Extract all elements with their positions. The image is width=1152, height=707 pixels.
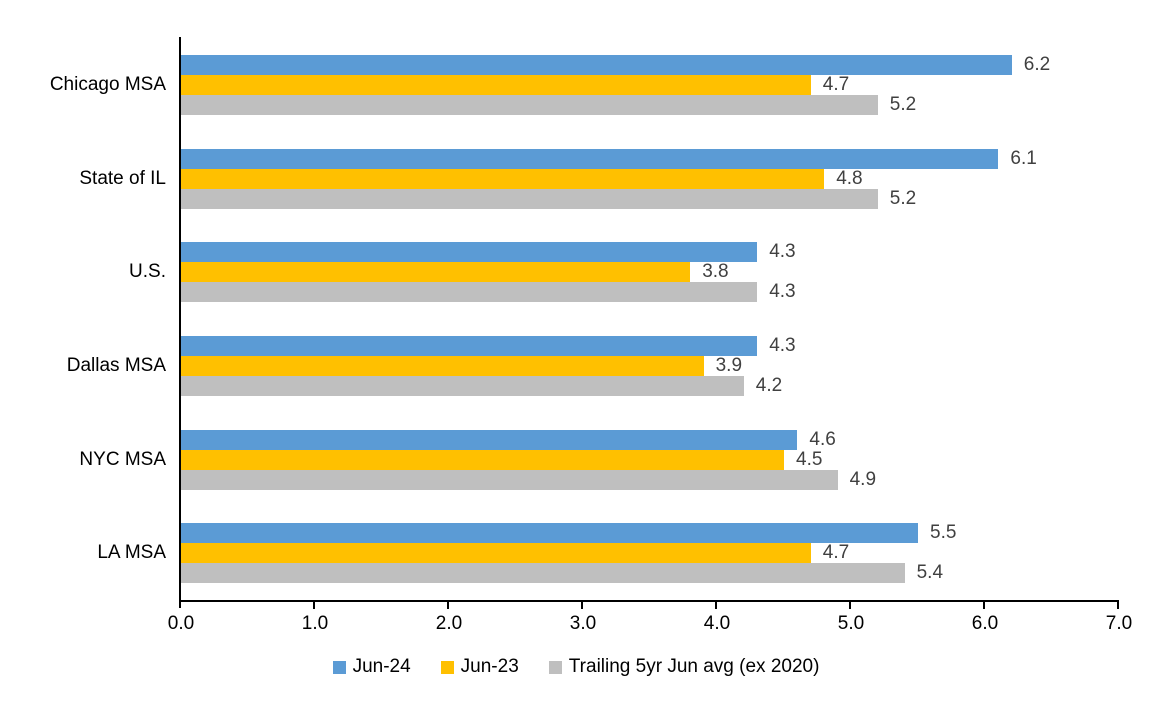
- value-label-jun-23-state-of-il: 4.8: [836, 167, 863, 189]
- category-label-nyc-msa: NYC MSA: [79, 448, 166, 470]
- value-label-trailing-5yr-jun-avg-ex-2020-dallas-msa: 4.2: [755, 374, 783, 396]
- x-axis-line: [179, 600, 1119, 602]
- bar-jun-24-chicago-msa: [181, 54, 1012, 75]
- value-label-jun-24-state-of-il: 6.1: [1010, 147, 1037, 169]
- legend-marker-jun-24: [332, 660, 346, 674]
- x-tick-label-5.0: 5.0: [837, 613, 865, 634]
- category-label-dallas-msa: Dallas MSA: [66, 354, 166, 376]
- bar-trailing-5yr-jun-avg-ex-2020-la-msa: [181, 563, 905, 584]
- x-tick-label-1.0: 1.0: [301, 613, 329, 634]
- value-label-jun-23-la-msa: 4.7: [822, 542, 850, 564]
- x-tick-5.0: [849, 602, 851, 609]
- value-label-jun-23-nyc-msa: 4.5: [796, 448, 823, 470]
- x-tick-label-2.0: 2.0: [435, 613, 463, 634]
- x-tick-4.0: [715, 602, 717, 609]
- value-label-trailing-5yr-jun-avg-ex-2020-state-of-il: 5.2: [889, 187, 917, 209]
- legend-item-jun-23: Jun-23: [440, 656, 519, 678]
- bar-trailing-5yr-jun-avg-ex-2020-u-s: [181, 282, 758, 303]
- x-tick-6.0: [983, 602, 985, 609]
- value-label-jun-24-nyc-msa: 4.6: [809, 428, 836, 450]
- x-tick-2.0: [447, 602, 449, 609]
- value-label-jun-24-u-s: 4.3: [769, 241, 796, 263]
- bar-jun-23-dallas-msa: [181, 355, 704, 376]
- bar-trailing-5yr-jun-avg-ex-2020-state-of-il: [181, 188, 878, 209]
- x-tick-3.0: [581, 602, 583, 609]
- value-label-jun-23-dallas-msa: 3.9: [715, 354, 743, 376]
- x-tick-label-0.0: 0.0: [167, 613, 195, 634]
- value-label-jun-23-chicago-msa: 4.7: [822, 73, 850, 95]
- bar-jun-23-chicago-msa: [181, 74, 811, 95]
- bar-jun-23-nyc-msa: [181, 449, 784, 470]
- bar-jun-23-la-msa: [181, 543, 811, 564]
- x-tick-1.0: [313, 602, 315, 609]
- category-label-u-s: U.S.: [129, 261, 166, 283]
- x-tick-label-7.0: 7.0: [1105, 613, 1133, 634]
- value-label-trailing-5yr-jun-avg-ex-2020-nyc-msa: 4.9: [849, 468, 877, 490]
- bar-jun-23-state-of-il: [181, 168, 825, 189]
- legend-marker-jun-23: [440, 660, 454, 674]
- legend-marker-trailing-5yr-jun-avg-ex-2020: [548, 660, 562, 674]
- legend-label-trailing-5yr-jun-avg-ex-2020: Trailing 5yr Jun avg (ex 2020): [568, 656, 820, 677]
- value-label-trailing-5yr-jun-avg-ex-2020-u-s: 4.3: [769, 281, 796, 303]
- x-tick-label-6.0: 6.0: [971, 613, 999, 634]
- bar-trailing-5yr-jun-avg-ex-2020-dallas-msa: [181, 375, 744, 396]
- value-label-jun-24-dallas-msa: 4.3: [769, 334, 796, 356]
- x-tick-label-4.0: 4.0: [703, 613, 731, 634]
- bar-jun-24-nyc-msa: [181, 429, 798, 450]
- bar-jun-24-state-of-il: [181, 148, 999, 169]
- x-tick-7.0: [1117, 602, 1119, 609]
- legend: Jun-24 Jun-23 Trailing 5yr Jun avg (ex 202…: [0, 656, 1152, 678]
- value-label-trailing-5yr-jun-avg-ex-2020-la-msa: 5.4: [916, 562, 944, 584]
- category-label-la-msa: LA MSA: [97, 542, 166, 564]
- value-label-jun-24-chicago-msa: 6.2: [1023, 53, 1051, 75]
- bar-jun-23-u-s: [181, 262, 691, 283]
- legend-label-jun-24: Jun-24: [352, 656, 411, 677]
- value-label-trailing-5yr-jun-avg-ex-2020-chicago-msa: 5.2: [889, 93, 917, 115]
- legend-item-trailing-5yr-jun-avg-ex-2020: Trailing 5yr Jun avg (ex 2020): [548, 656, 820, 678]
- value-label-jun-23-u-s: 3.8: [702, 261, 729, 283]
- bar-trailing-5yr-jun-avg-ex-2020-nyc-msa: [181, 469, 838, 490]
- bar-jun-24-dallas-msa: [181, 335, 758, 356]
- legend-label-jun-23: Jun-23: [460, 656, 519, 677]
- value-label-jun-24-la-msa: 5.5: [930, 522, 957, 544]
- category-label-state-of-il: State of IL: [79, 167, 166, 189]
- bar-jun-24-la-msa: [181, 523, 918, 544]
- x-tick-label-3.0: 3.0: [569, 613, 597, 634]
- category-label-chicago-msa: Chicago MSA: [49, 73, 166, 95]
- y-axis-line: [179, 37, 181, 608]
- bar-trailing-5yr-jun-avg-ex-2020-chicago-msa: [181, 94, 878, 115]
- legend-item-jun-24: Jun-24: [332, 656, 411, 678]
- bar-jun-24-u-s: [181, 242, 758, 263]
